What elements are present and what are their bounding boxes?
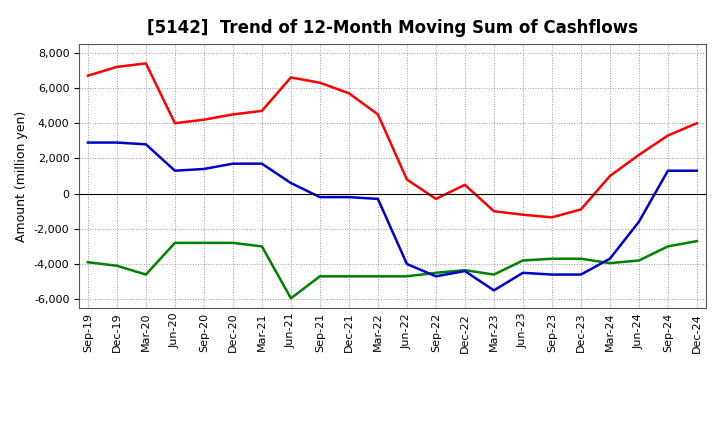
Operating Cashflow [345,91,354,96]
Investing Cashflow [461,268,469,273]
Operating Cashflow [287,75,295,80]
Investing Cashflow [258,244,266,249]
Operating Cashflow [518,212,527,217]
Operating Cashflow [315,80,324,85]
Operating Cashflow [228,112,237,117]
Operating Cashflow [693,121,701,126]
Line: Free Cashflow: Free Cashflow [88,143,697,290]
Investing Cashflow [664,244,672,249]
Free Cashflow [518,270,527,275]
Investing Cashflow [112,263,121,268]
Investing Cashflow [345,274,354,279]
Operating Cashflow [171,121,179,126]
Free Cashflow [84,140,92,145]
Y-axis label: Amount (million yen): Amount (million yen) [15,110,28,242]
Free Cashflow [345,194,354,200]
Free Cashflow [548,272,557,277]
Investing Cashflow [548,256,557,261]
Free Cashflow [461,268,469,274]
Free Cashflow [577,272,585,277]
Line: Investing Cashflow: Investing Cashflow [88,241,697,298]
Title: [5142]  Trend of 12-Month Moving Sum of Cashflows: [5142] Trend of 12-Month Moving Sum of C… [147,19,638,37]
Investing Cashflow [518,258,527,263]
Investing Cashflow [402,274,411,279]
Free Cashflow [142,142,150,147]
Free Cashflow [606,256,614,261]
Operating Cashflow [112,64,121,70]
Free Cashflow [374,196,382,202]
Free Cashflow [171,168,179,173]
Investing Cashflow [287,296,295,301]
Operating Cashflow [402,177,411,182]
Investing Cashflow [228,240,237,246]
Investing Cashflow [431,270,440,275]
Operating Cashflow [606,173,614,179]
Free Cashflow [402,261,411,267]
Investing Cashflow [693,238,701,244]
Free Cashflow [228,161,237,166]
Investing Cashflow [315,274,324,279]
Investing Cashflow [171,240,179,246]
Operating Cashflow [664,133,672,138]
Investing Cashflow [577,256,585,261]
Operating Cashflow [461,182,469,187]
Investing Cashflow [84,260,92,265]
Investing Cashflow [142,272,150,277]
Operating Cashflow [577,207,585,212]
Free Cashflow [664,168,672,173]
Free Cashflow [431,274,440,279]
Operating Cashflow [490,209,498,214]
Free Cashflow [490,288,498,293]
Investing Cashflow [490,272,498,277]
Operating Cashflow [84,73,92,78]
Investing Cashflow [634,258,643,263]
Investing Cashflow [199,240,208,246]
Free Cashflow [634,219,643,224]
Operating Cashflow [548,215,557,220]
Operating Cashflow [374,112,382,117]
Operating Cashflow [142,61,150,66]
Line: Operating Cashflow: Operating Cashflow [88,63,697,217]
Investing Cashflow [374,274,382,279]
Free Cashflow [315,194,324,200]
Free Cashflow [287,180,295,186]
Operating Cashflow [431,196,440,202]
Free Cashflow [693,168,701,173]
Operating Cashflow [258,108,266,114]
Free Cashflow [199,166,208,172]
Operating Cashflow [199,117,208,122]
Investing Cashflow [606,260,614,266]
Free Cashflow [112,140,121,145]
Free Cashflow [258,161,266,166]
Operating Cashflow [634,152,643,158]
